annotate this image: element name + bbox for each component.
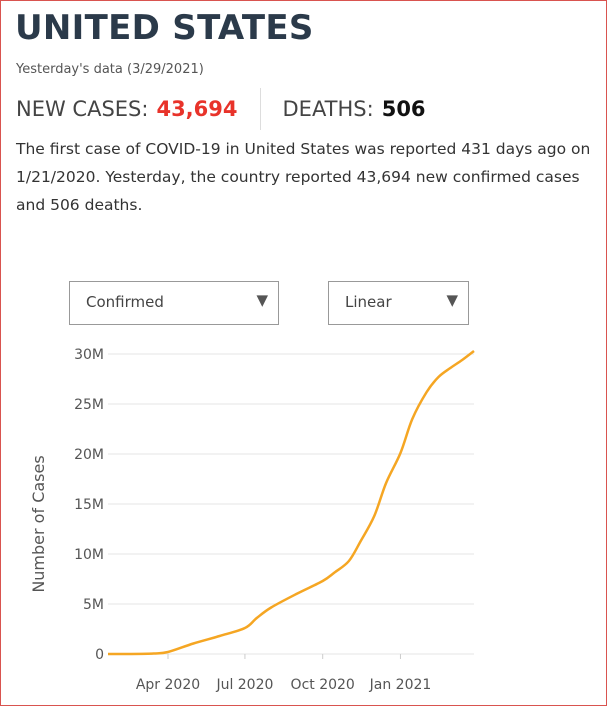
metric-dropdown[interactable]: Confirmed ▼ bbox=[69, 281, 279, 325]
y-tick-label: 0 bbox=[95, 647, 104, 663]
x-tick-label: Apr 2020 bbox=[136, 677, 200, 693]
data-date: Yesterday's data (3/29/2021) bbox=[16, 62, 204, 77]
chart-series bbox=[107, 350, 475, 656]
page-title: UNITED STATES bbox=[15, 8, 314, 48]
x-tick-label: Jan 2021 bbox=[369, 677, 432, 693]
y-tick-label: 25M bbox=[74, 397, 104, 413]
y-tick-label: 15M bbox=[74, 497, 104, 513]
stats-divider bbox=[259, 88, 261, 130]
chart-gridlines bbox=[108, 353, 474, 655]
deaths-label: DEATHS: bbox=[282, 97, 374, 121]
y-axis-ticks: 0 5M 10M 15M 20M 25M 30M bbox=[74, 347, 104, 663]
new-cases-label: NEW CASES: bbox=[16, 97, 149, 121]
x-tick-label: Jul 2020 bbox=[215, 677, 273, 693]
new-cases-value: 43,694 bbox=[156, 97, 238, 121]
y-tick-label: 5M bbox=[83, 597, 104, 613]
y-axis-label: Number of Cases bbox=[29, 455, 48, 592]
x-tick-label: Oct 2020 bbox=[291, 677, 355, 693]
confirmed-cases-line bbox=[107, 350, 475, 656]
scale-dropdown-value: Linear bbox=[345, 293, 392, 311]
deaths-value: 506 bbox=[381, 97, 426, 121]
scale-dropdown[interactable]: Linear ▼ bbox=[328, 281, 469, 325]
dropdown-arrow-icon: ▼ bbox=[446, 291, 458, 309]
y-tick-label: 20M bbox=[74, 447, 104, 463]
y-tick-label: 10M bbox=[74, 547, 104, 563]
metric-dropdown-value: Confirmed bbox=[86, 293, 164, 311]
summary-text: The first case of COVID-19 in United Sta… bbox=[16, 140, 591, 214]
y-tick-label: 30M bbox=[74, 347, 104, 363]
x-axis-ticks: Apr 2020 Jul 2020 Oct 2020 Jan 2021 bbox=[136, 654, 431, 693]
stats-row: NEW CASES: 43,694 DEATHS: 506 bbox=[16, 88, 426, 130]
dropdown-arrow-icon: ▼ bbox=[256, 291, 268, 309]
cases-line-chart: 0 5M 10M 15M 20M 25M 30M Apr 2020 Jul 2020 Oct 2… bbox=[29, 347, 475, 693]
